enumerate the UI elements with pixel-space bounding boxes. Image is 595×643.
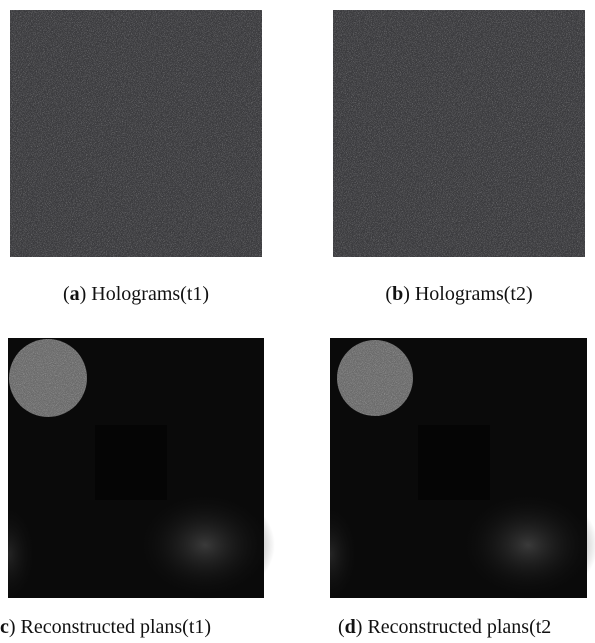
caption-text: ) Holograms(t1) (80, 283, 209, 305)
caption-label: c (0, 616, 9, 638)
caption-label: d (345, 616, 356, 638)
caption-open: ( (338, 616, 345, 638)
reconstruction-c (8, 338, 275, 600)
figure: (a) Holograms(t1) (b) Holograms(t2) c) R… (0, 0, 595, 643)
caption-a: (a) Holograms(t1) (63, 283, 209, 306)
caption-d: (d) Reconstructed plans(t2 (338, 616, 551, 639)
caption-text: ) Reconstructed plans(t2 (356, 616, 552, 638)
caption-b: (b) Holograms(t2) (385, 283, 532, 306)
caption-text: ) Holograms(t2) (403, 283, 532, 305)
figure-images (0, 0, 595, 643)
caption-c: c) Reconstructed plans(t1) (0, 616, 211, 639)
hologram-a (10, 10, 262, 257)
caption-label: b (392, 283, 403, 305)
caption-label: a (70, 283, 80, 305)
caption-open: ( (385, 283, 392, 305)
hologram-b (333, 10, 585, 257)
reconstruction-d (330, 338, 595, 600)
caption-text: ) Reconstructed plans(t1) (9, 616, 211, 638)
caption-open: ( (63, 283, 70, 305)
